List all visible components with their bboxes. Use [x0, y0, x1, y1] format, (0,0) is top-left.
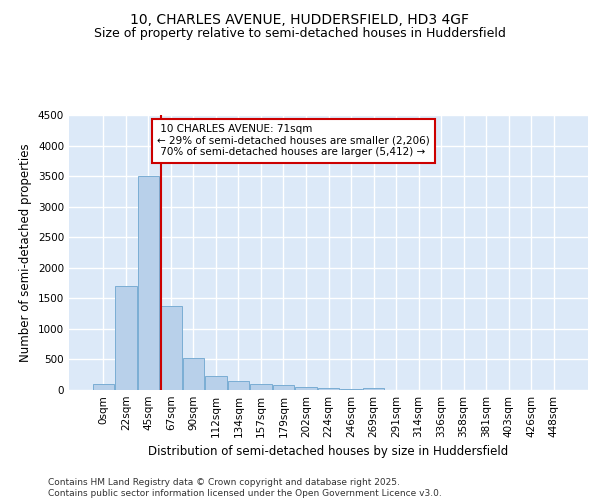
X-axis label: Distribution of semi-detached houses by size in Huddersfield: Distribution of semi-detached houses by …: [148, 446, 509, 458]
Bar: [363, 388, 384, 390]
Bar: [340, 389, 362, 390]
Bar: [295, 387, 317, 390]
Bar: [182, 358, 204, 390]
Bar: [137, 176, 159, 390]
Bar: [273, 385, 294, 390]
Text: Size of property relative to semi-detached houses in Huddersfield: Size of property relative to semi-detach…: [94, 28, 506, 40]
Bar: [160, 306, 182, 390]
Bar: [250, 384, 272, 390]
Bar: [228, 381, 249, 390]
Text: 10, CHARLES AVENUE, HUDDERSFIELD, HD3 4GF: 10, CHARLES AVENUE, HUDDERSFIELD, HD3 4G…: [131, 12, 470, 26]
Bar: [92, 384, 114, 390]
Text: Contains HM Land Registry data © Crown copyright and database right 2025.
Contai: Contains HM Land Registry data © Crown c…: [48, 478, 442, 498]
Bar: [318, 388, 339, 390]
Y-axis label: Number of semi-detached properties: Number of semi-detached properties: [19, 143, 32, 362]
Bar: [115, 286, 137, 390]
Bar: [205, 376, 227, 390]
Text: 10 CHARLES AVENUE: 71sqm
← 29% of semi-detached houses are smaller (2,206)
 70% : 10 CHARLES AVENUE: 71sqm ← 29% of semi-d…: [157, 124, 430, 158]
